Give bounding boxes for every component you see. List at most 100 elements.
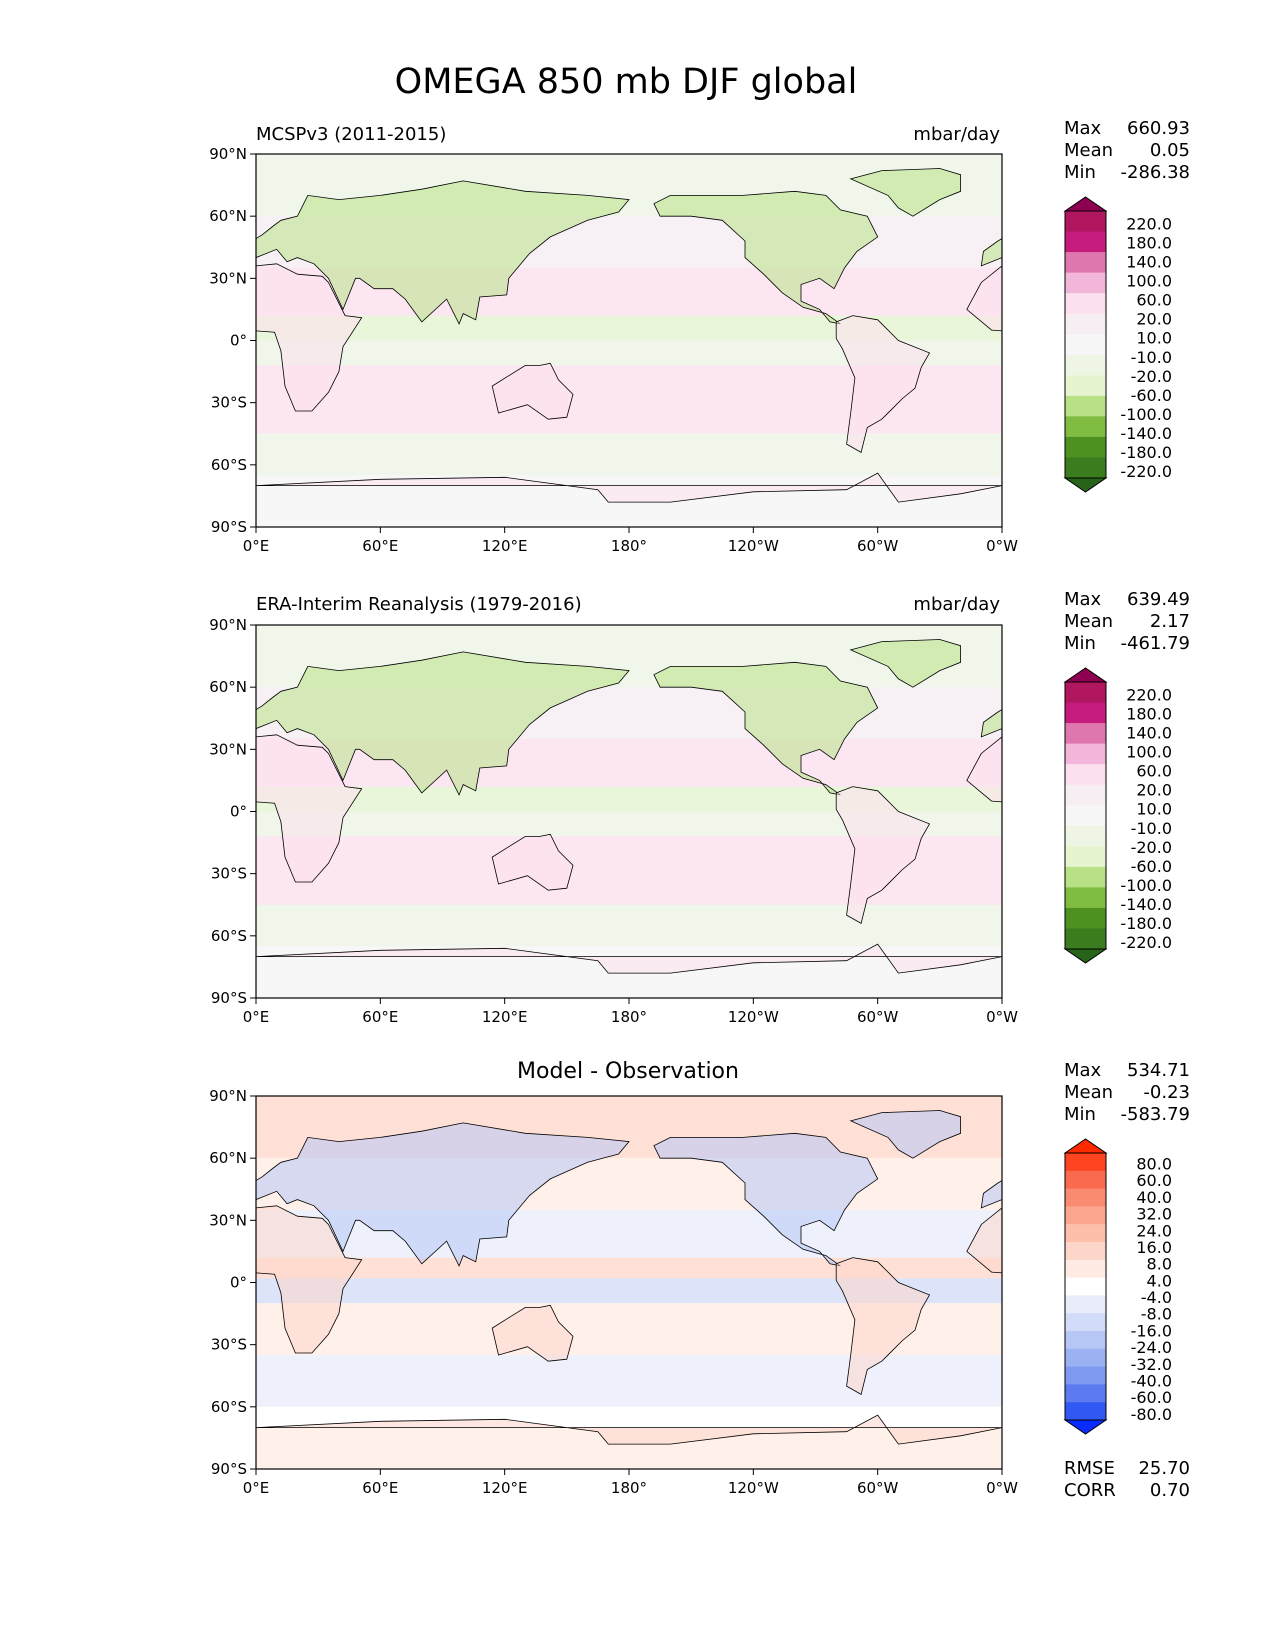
xtick-labels: 0°E 60°E 120°E 180° 120°W 60°W 0°W	[243, 527, 1018, 555]
stat-label: Mean	[1064, 1082, 1113, 1103]
colorbar-swatch	[1065, 272, 1106, 294]
stat-label: Min	[1064, 162, 1096, 183]
continent-outline	[653, 661, 879, 796]
ytick-label: 60°N	[209, 1149, 247, 1167]
colorbar-level-label: 60.0	[1136, 1171, 1172, 1190]
continent-outline	[256, 943, 1002, 998]
colorbar-swatch	[1065, 1206, 1106, 1225]
continent-outline	[256, 1414, 1002, 1469]
colorbar-swatch	[1065, 1295, 1106, 1314]
ytick-label: 60°S	[211, 1398, 247, 1416]
colorbar-extend-max	[1063, 1138, 1108, 1154]
map-field	[90, 624, 1003, 999]
xtick-label: 120°E	[482, 537, 528, 555]
colorbar-swatch	[1065, 928, 1106, 950]
footer-stat-label: CORR	[1064, 1480, 1116, 1501]
continent-outline	[835, 786, 931, 925]
ytick-label: 0°	[230, 332, 247, 350]
ytick-label: 30°N	[209, 740, 247, 758]
ytick-label: 90°N	[209, 616, 247, 634]
colorbar-level-label: -24.0	[1131, 1338, 1172, 1357]
xtick-label: 0°E	[243, 1479, 270, 1497]
stat-value: -461.79	[1121, 633, 1190, 654]
stat-label: Max	[1064, 1060, 1102, 1081]
ytick-labels: 90°N 60°N 30°N 0° 30°S 60°S 90°S	[209, 616, 256, 1007]
ytick-label: 90°S	[211, 518, 247, 536]
colorbar-swatch	[1065, 723, 1106, 745]
colorbar: 220.0180.0140.0100.060.020.010.0-10.0-20…	[1063, 196, 1172, 493]
colorbar-level-label: -16.0	[1131, 1321, 1172, 1340]
continent-outline	[90, 787, 183, 924]
colorbar-level-label: 4.0	[1147, 1271, 1172, 1290]
continent-outline	[491, 833, 574, 891]
colorbar-level-label: -220.0	[1120, 462, 1172, 481]
colorbar-swatch	[1065, 846, 1106, 868]
colorbar-level-label: -140.0	[1120, 895, 1172, 914]
colorbar-level-label: -4.0	[1141, 1288, 1172, 1307]
continent-outline	[105, 640, 215, 688]
continent-outline	[980, 238, 1002, 267]
colorbar-level-label: 100.0	[1126, 743, 1172, 762]
colorbar-level-label: 100.0	[1126, 272, 1172, 291]
footer-stat-value: 25.70	[1138, 1458, 1190, 1479]
continent-outline	[90, 1258, 183, 1395]
xtick-label: 60°E	[362, 1479, 398, 1497]
panel-difference: Model - Observation 0°E 60°E 120°E 180° 120°…	[90, 1059, 1275, 1501]
continent-outline	[256, 180, 630, 325]
colorbar-swatch	[1065, 334, 1106, 356]
colorbar-frame	[1064, 210, 1107, 479]
continent-outline	[90, 316, 183, 453]
continent-outline	[849, 168, 961, 217]
colorbar-swatch	[1065, 825, 1106, 847]
field-band	[256, 433, 1002, 476]
continent-outline	[966, 736, 1002, 803]
footer-stat-value: 0.70	[1150, 1480, 1190, 1501]
colorbar-extend-min	[1063, 1419, 1108, 1435]
stats-block: Max 660.93 Mean 0.05 Min -286.38	[1064, 118, 1190, 183]
xtick-label: 0°W	[986, 537, 1018, 555]
xtick-labels: 0°E 60°E 120°E 180° 120°W 60°W 0°W	[243, 998, 1018, 1026]
xtick-label: 0°E	[243, 1008, 270, 1026]
colorbar-level-label: 32.0	[1136, 1205, 1172, 1224]
panel-center-title: Model - Observation	[517, 1059, 739, 1084]
colorbar-level-label: 20.0	[1136, 781, 1172, 800]
continent-outline	[980, 1180, 1002, 1209]
colorbar-level-label: -10.0	[1131, 819, 1172, 838]
colorbar-swatch	[1065, 805, 1106, 827]
colorbar-swatch	[1065, 1259, 1106, 1279]
colorbar-level-label: 220.0	[1126, 214, 1172, 233]
colorbar: 80.060.040.032.024.016.08.04.0-4.0-8.0-1…	[1063, 1138, 1172, 1435]
continent-outline	[105, 169, 215, 217]
continent-outline	[256, 1205, 363, 1354]
stat-value: 660.93	[1127, 118, 1190, 139]
colorbar-level-label: -80.0	[1131, 1405, 1172, 1424]
continent-outline	[980, 709, 1002, 738]
stat-label: Min	[1064, 1104, 1096, 1125]
stat-value: 534.71	[1127, 1060, 1190, 1081]
colorbar-level-label: -100.0	[1120, 405, 1172, 424]
colorbar-level-label: 60.0	[1136, 762, 1172, 781]
colorbar-frame	[1064, 681, 1107, 950]
continent-outline	[1238, 1305, 1275, 1361]
colorbar-swatch	[1065, 1366, 1106, 1385]
continent-outline	[491, 362, 574, 420]
ytick-label: 30°S	[211, 394, 247, 412]
colorbar-level-label: -140.0	[1120, 424, 1172, 443]
colorbar-swatch	[1065, 1331, 1106, 1350]
ytick-label: 30°N	[209, 269, 247, 287]
continent-outline	[256, 263, 363, 412]
continent-outline	[653, 190, 879, 325]
colorbar-swatch	[1065, 252, 1106, 274]
colorbar-swatch	[1065, 1170, 1106, 1190]
colorbar-level-label: 140.0	[1126, 252, 1172, 271]
ytick-label: 30°S	[211, 1336, 247, 1354]
xtick-label: 120°W	[728, 537, 779, 555]
stat-value: 2.17	[1150, 611, 1190, 632]
colorbar-swatch	[1065, 887, 1106, 909]
colorbar: 220.0180.0140.0100.060.020.010.0-10.0-20…	[1063, 667, 1172, 964]
stat-value: -0.23	[1143, 1082, 1190, 1103]
colorbar-swatch	[1065, 436, 1106, 458]
continent-outline	[105, 1111, 215, 1159]
xtick-label: 180°	[611, 1479, 647, 1497]
xtick-label: 120°E	[482, 1008, 528, 1026]
